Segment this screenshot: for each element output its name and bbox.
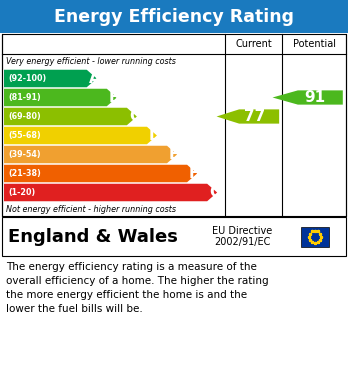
Polygon shape [272, 90, 343, 105]
Polygon shape [216, 109, 279, 124]
Polygon shape [4, 89, 117, 106]
Text: the more energy efficient the home is and the: the more energy efficient the home is an… [6, 290, 247, 300]
Text: (21-38): (21-38) [8, 169, 41, 178]
Text: E: E [169, 147, 180, 162]
Text: The energy efficiency rating is a measure of the: The energy efficiency rating is a measur… [6, 262, 257, 272]
Text: G: G [209, 185, 222, 200]
Text: 77: 77 [244, 109, 265, 124]
Text: F: F [189, 166, 199, 181]
Text: D: D [149, 128, 161, 143]
Text: Energy Efficiency Rating: Energy Efficiency Rating [54, 7, 294, 25]
Text: overall efficiency of a home. The higher the rating: overall efficiency of a home. The higher… [6, 276, 269, 286]
Text: B: B [109, 90, 120, 105]
Text: England & Wales: England & Wales [8, 228, 178, 246]
Text: lower the fuel bills will be.: lower the fuel bills will be. [6, 304, 143, 314]
Polygon shape [4, 127, 157, 144]
Polygon shape [4, 108, 137, 125]
Bar [0, 0, 348, 33]
Text: (55-68): (55-68) [8, 131, 41, 140]
Text: A: A [89, 71, 101, 86]
Text: Potential: Potential [293, 39, 335, 49]
Text: 91: 91 [305, 90, 326, 105]
Text: Current: Current [235, 39, 272, 49]
Polygon shape [4, 70, 97, 87]
Bar [301, 226, 329, 246]
Text: (92-100): (92-100) [8, 74, 46, 83]
Text: (39-54): (39-54) [8, 150, 41, 159]
Text: (69-80): (69-80) [8, 112, 41, 121]
Text: EU Directive
2002/91/EC: EU Directive 2002/91/EC [212, 226, 272, 247]
Text: (81-91): (81-91) [8, 93, 41, 102]
Bar [2, 217, 346, 256]
Text: C: C [129, 109, 140, 124]
Text: (1-20): (1-20) [8, 188, 35, 197]
Text: Very energy efficient - lower running costs: Very energy efficient - lower running co… [6, 57, 176, 66]
Polygon shape [4, 165, 197, 182]
Polygon shape [4, 146, 177, 163]
Text: Not energy efficient - higher running costs: Not energy efficient - higher running co… [6, 205, 176, 214]
Polygon shape [4, 184, 217, 201]
Bar [2, 34, 346, 216]
